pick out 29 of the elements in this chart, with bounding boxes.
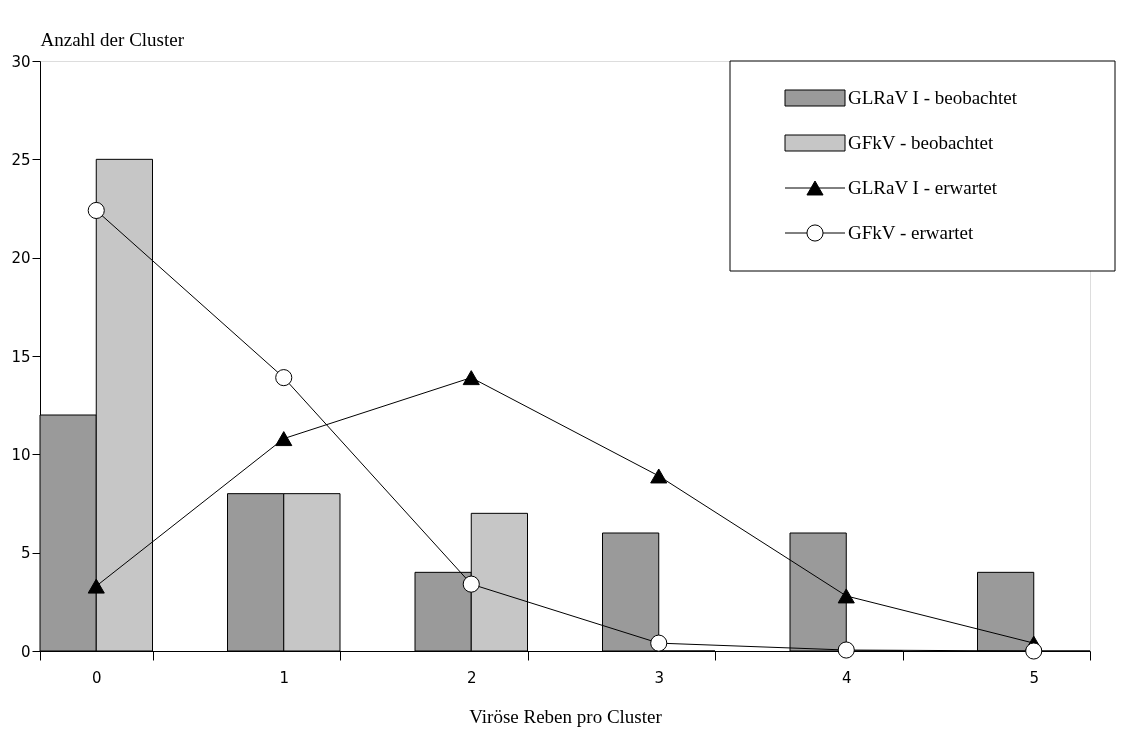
y-tick-label: 30 <box>11 52 31 71</box>
point <box>837 641 855 659</box>
x-axis-title: Viröse Reben pro Cluster <box>469 705 663 727</box>
x-tick-label: 0 <box>91 668 102 687</box>
legend-label: GLRaV I - beobachtet <box>848 87 1018 108</box>
y-tick-label: 15 <box>11 347 31 366</box>
legend-label: GLRaV I - erwartet <box>848 177 998 198</box>
y-tick-label: 20 <box>11 249 31 268</box>
point <box>275 431 293 447</box>
legend-label: GFkV - erwartet <box>848 222 974 243</box>
x-tick-label: 5 <box>1029 668 1040 687</box>
legend-label: GFkV - beobachtet <box>848 132 994 153</box>
y-axis-title: Anzahl der Cluster <box>40 28 185 50</box>
point <box>462 575 480 593</box>
point <box>87 578 105 594</box>
x-tick-label: 4 <box>841 668 852 687</box>
x-tick-label: 3 <box>654 668 665 687</box>
point <box>650 468 668 484</box>
point <box>1025 642 1043 660</box>
y-tick-label: 10 <box>11 445 31 464</box>
point <box>837 588 855 604</box>
point <box>462 370 480 386</box>
x-tick-label: 2 <box>466 668 477 687</box>
point <box>650 634 668 652</box>
x-tick-label: 1 <box>279 668 290 687</box>
y-tick-label: 0 <box>20 642 31 661</box>
point <box>87 201 105 220</box>
y-tick-label: 5 <box>20 544 31 563</box>
y-tick-label: 25 <box>11 150 31 169</box>
